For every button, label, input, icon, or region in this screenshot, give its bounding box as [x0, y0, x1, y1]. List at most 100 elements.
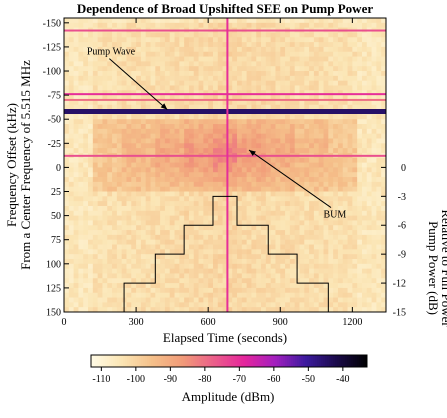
- heat-cell: [64, 268, 70, 274]
- colorbar-cell: [157, 355, 160, 367]
- heat-cell: [285, 90, 291, 96]
- heat-cell: [371, 230, 377, 236]
- heat-cell: [270, 143, 276, 149]
- heat-cell: [174, 90, 180, 96]
- heat-cell: [280, 205, 286, 212]
- heat-cell: [342, 85, 348, 91]
- heat-cell: [352, 37, 358, 43]
- heat-cell: [318, 292, 324, 298]
- heat-cell: [337, 18, 344, 24]
- heat-cell: [112, 292, 118, 298]
- heat-cell: [309, 143, 315, 149]
- colorbar-cell: [139, 355, 142, 367]
- heat-cell: [174, 254, 180, 260]
- heat-cell: [371, 244, 377, 250]
- heat-cell: [212, 234, 219, 241]
- heat-cell: [337, 32, 344, 38]
- heat-cell: [131, 283, 137, 289]
- heat-cell: [309, 230, 315, 236]
- heat-cell: [112, 99, 118, 106]
- heat-cell: [160, 85, 166, 91]
- heat-cell: [328, 239, 334, 245]
- heat-cell: [212, 287, 219, 294]
- heat-cell: [107, 22, 113, 29]
- heat-cell: [160, 201, 166, 207]
- heat-cell: [102, 22, 108, 29]
- heat-cell: [140, 234, 147, 241]
- heat-cell: [217, 114, 223, 120]
- heat-cell: [140, 225, 147, 231]
- heat-cell: [179, 239, 185, 245]
- heat-cell: [212, 307, 219, 312]
- heat-cell: [203, 32, 209, 38]
- colorbar-cell: [321, 355, 324, 367]
- heat-cell: [285, 37, 291, 43]
- heat-cell: [102, 104, 108, 110]
- heat-cell: [88, 114, 94, 120]
- heat-cell: [366, 172, 372, 178]
- heat-cell: [78, 119, 84, 125]
- heat-cell: [174, 56, 180, 62]
- heat-cell: [222, 157, 228, 163]
- heat-cell: [160, 225, 166, 231]
- heat-cell: [208, 128, 214, 135]
- heat-cell: [294, 71, 300, 77]
- heat-cell: [150, 22, 156, 29]
- y-tick-label: 100: [46, 259, 61, 270]
- heat-cell: [217, 181, 223, 188]
- heat-cell: [237, 263, 243, 270]
- heat-cell: [318, 133, 324, 139]
- heat-cell: [145, 167, 151, 173]
- heat-cell: [198, 205, 204, 212]
- heat-cell: [323, 258, 329, 265]
- heat-cell: [371, 128, 377, 135]
- heat-cell: [280, 191, 286, 197]
- heat-cell: [333, 268, 339, 274]
- heat-cell: [179, 157, 185, 163]
- heat-cell: [280, 46, 286, 53]
- heat-cell: [160, 124, 166, 130]
- heat-cell: [121, 254, 127, 260]
- heat-cell: [83, 22, 89, 29]
- heat-cell: [232, 263, 238, 270]
- heat-cell: [208, 51, 214, 57]
- heat-cell: [299, 138, 305, 144]
- heat-cell: [299, 42, 305, 48]
- heat-cell: [150, 128, 156, 135]
- heat-cell: [164, 85, 171, 91]
- heat-cell: [241, 167, 248, 173]
- heat-cell: [88, 234, 94, 241]
- heat-cell: [366, 42, 372, 48]
- heat-cell: [232, 124, 238, 130]
- heat-cell: [198, 292, 204, 298]
- heat-cell: [179, 191, 185, 197]
- heat-cell: [222, 162, 228, 168]
- heat-cell: [352, 133, 358, 139]
- heat-cell: [357, 297, 363, 303]
- heat-cell: [97, 32, 103, 38]
- heat-cell: [265, 287, 272, 294]
- heat-cell: [357, 71, 363, 77]
- colorbar-cell: [215, 355, 218, 367]
- heat-cell: [333, 287, 339, 294]
- heat-cell: [261, 201, 267, 207]
- heat-cell: [150, 230, 156, 236]
- heat-cell: [208, 263, 214, 270]
- heat-cell: [256, 167, 262, 173]
- heat-cell: [179, 220, 185, 226]
- heat-cell: [313, 66, 320, 72]
- annotation-arrow: [108, 58, 168, 110]
- heat-cell: [164, 210, 171, 217]
- colorbar-cell: [245, 355, 248, 367]
- heat-cell: [309, 95, 315, 101]
- heat-cell: [203, 287, 209, 294]
- heat-cell: [304, 85, 310, 91]
- heat-cell: [131, 191, 137, 197]
- heat-cell: [121, 249, 127, 255]
- heat-cell: [92, 95, 99, 101]
- heat-cell: [140, 99, 147, 106]
- heat-cell: [246, 128, 252, 135]
- heat-cell: [280, 201, 286, 207]
- heat-cell: [347, 205, 353, 212]
- heat-cell: [212, 104, 219, 110]
